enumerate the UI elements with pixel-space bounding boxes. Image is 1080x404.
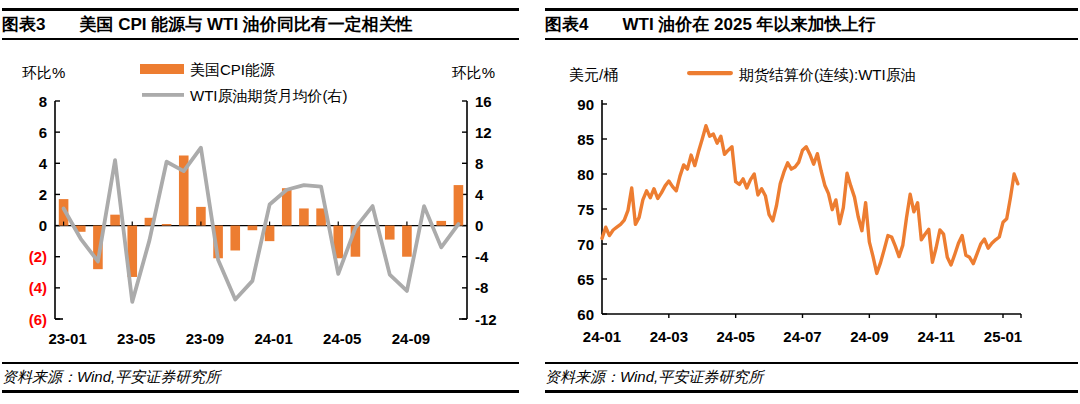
wti-price-legend-swatch [687,71,733,75]
figure-4-title-row: 图表4 WTI 油价在 2025 年以来加快上行 [545,11,1078,38]
figure-4-title: WTI 油价在 2025 年以来加快上行 [622,11,875,38]
figure-panel-3: 图表3 美国 CPI 能源与 WTI 油价同比有一定相关性 8 6 4 2 0 (2) (4… [2,8,519,393]
y-axis-tick-label: 75 [577,201,594,218]
wti-line-legend-swatch [142,93,184,97]
bar-24-09 [402,226,412,257]
left-axis-tick-label: (2) [29,248,47,265]
right-axis-tick-label: 12 [475,124,492,141]
bottom-divider [545,390,1078,393]
bar-24-12 [454,185,464,225]
x-axis-label: 24-01 [583,328,621,345]
right-axis-unit-label: 环比% [452,64,495,81]
x-axis-label: 24-05 [323,330,361,347]
wti-futures-price-chart: 90 85 80 75 70 65 60 24-01 24-03 24-05 24-07 24-09 2… [545,40,1078,362]
x-axis-label: 23-09 [186,330,224,347]
x-axis-label: 24-09 [392,330,430,347]
left-axis-tick-label: 0 [39,217,47,234]
figure-3-title-row: 图表3 美国 CPI 能源与 WTI 油价同比有一定相关性 [2,11,519,38]
figure-3-label: 图表3 [2,11,45,38]
wti-price-legend-label: 期货结算价(连续):WTI原油 [739,66,916,83]
bar-23-11 [230,226,240,251]
figure-3-source: 资料来源：Wind,平安证券研究所 [2,364,519,390]
bar-24-08 [385,226,395,240]
bar-23-04 [110,215,120,226]
y-axis-tick-label: 80 [577,166,594,183]
left-axis-tick-label: 6 [39,124,47,141]
y-axis-tick-label: 60 [577,306,594,323]
figure-3-title: 美国 CPI 能源与 WTI 油价同比有一定相关性 [79,11,412,38]
x-axis-label: 24-11 [917,328,955,345]
left-axis-tick-label: 2 [39,186,47,203]
fig3-legend: 美国CPI能源 WTI原油期货月均价(右) [140,61,347,104]
x-axis-label: 25-01 [984,328,1022,345]
x-axis-label: 24-05 [716,328,754,345]
right-axis-tick-label: 4 [475,186,484,203]
left-axis-tick-label: (4) [29,279,47,296]
x-axis-label: 23-05 [117,330,155,347]
figure-4-label: 图表4 [545,11,588,38]
right-axis-tick-label: 8 [475,155,483,172]
bar-23-12 [248,226,258,231]
right-axis-tick-label: 16 [475,93,492,110]
x-axis-label: 24-07 [783,328,821,345]
x-axis-label: 24-01 [254,330,292,347]
y-axis-tick-label: 85 [577,131,594,148]
bar-24-11 [436,221,446,226]
x-axis-label: 24-09 [850,328,888,345]
fig4-plot: 90 85 80 75 70 65 60 24-01 24-03 24-05 24-07 24-09 2… [569,66,1022,345]
fig4-legend: 期货结算价(连续):WTI原油 [687,66,916,83]
bar-24-03 [299,208,309,225]
cpi-bar-legend-swatch [140,64,184,74]
figure-panel-4: 图表4 WTI 油价在 2025 年以来加快上行 90 85 80 75 70 65 60 2… [545,8,1078,393]
wti-mom-line [64,148,459,302]
cpi-wti-chart-area: 8 6 4 2 0 (2) (4) (6) 16 12 8 4 0 -4 -8 -12 23-01 23-05 23… [2,40,519,362]
right-axis-tick-label: -4 [475,248,489,265]
left-axis-tick-label: 4 [39,155,48,172]
bottom-divider [2,390,519,393]
wti-price-chart-area: 90 85 80 75 70 65 60 24-01 24-03 24-05 24-07 24-09 2… [545,40,1078,362]
y-axis-tick-label: 65 [577,271,594,288]
left-axis-tick-label: 8 [39,93,47,110]
cpi-bar-legend-label: 美国CPI能源 [190,61,275,78]
left-axis-unit-label: 环比% [22,64,65,81]
left-axis-tick-label: (6) [29,311,47,328]
figure-4-source: 资料来源：Wind,平安证券研究所 [545,364,1078,390]
cpi-energy-bars [59,156,463,277]
y-axis-tick-label: 90 [577,96,594,113]
right-axis-tick-label: 0 [475,217,483,234]
x-axis-label: 23-01 [48,330,86,347]
bar-23-07 [162,224,172,226]
y-axis-unit-label: 美元/桶 [569,66,618,83]
wti-line-legend-label: WTI原油期货月均价(右) [190,87,347,104]
y-axis-tick-label: 70 [577,236,594,253]
x-axis-label: 24-03 [650,328,688,345]
right-axis-tick-label: -8 [475,279,488,296]
wti-settlement-price-line [602,126,1018,274]
cpi-energy-vs-wti-chart: 8 6 4 2 0 (2) (4) (6) 16 12 8 4 0 -4 -8 -12 23-01 23-05 23… [2,40,519,362]
fig3-plot: 8 6 4 2 0 (2) (4) (6) 16 12 8 4 0 -4 -8 -12 23-01 23-05 23… [22,61,497,347]
right-axis-tick-label: -12 [475,311,497,328]
